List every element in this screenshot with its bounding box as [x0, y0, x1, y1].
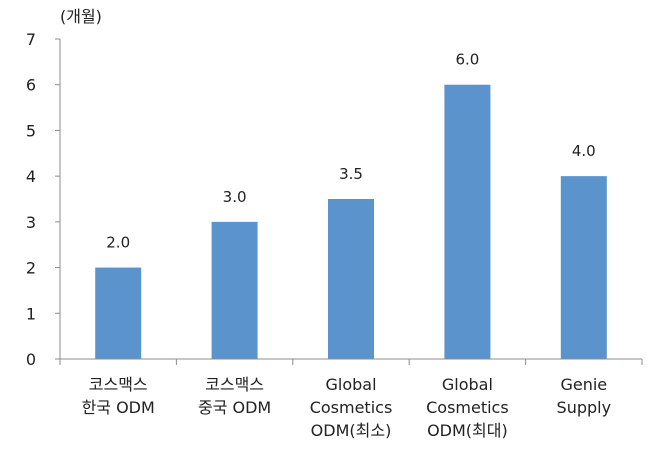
category-label: Global Cosmetics ODM(최대): [426, 375, 509, 440]
category-label: Genie Supply: [557, 375, 612, 417]
bar: [328, 199, 374, 359]
bar: [560, 176, 607, 359]
y-axis: 0 1 2 3 4 5 6 7: [26, 30, 61, 369]
data-label: 4.0: [572, 142, 596, 160]
y-tick-label: 7: [26, 30, 36, 49]
category-labels: 코스맥스 한국 ODM 코스맥스 중국 ODM Global Cosmetics ODM(최…: [82, 375, 611, 440]
y-tick-label: 1: [26, 304, 36, 323]
data-label: 3.5: [339, 165, 363, 183]
y-axis-unit-label: (개월): [60, 7, 102, 26]
category-label: 코스맥스 한국 ODM: [82, 375, 155, 417]
y-tick-label: 3: [26, 213, 36, 232]
y-tick-label: 4: [26, 167, 36, 186]
bar: [95, 267, 142, 359]
y-tick-label: 2: [26, 259, 36, 278]
data-label: 2.0: [106, 234, 130, 252]
y-tick-label: 5: [26, 121, 36, 140]
y-tick-label: 0: [26, 350, 36, 369]
data-label: 6.0: [455, 51, 479, 69]
bars: [95, 84, 607, 359]
category-label: Global Cosmetics ODM(최소): [310, 375, 393, 440]
y-tick-label: 6: [26, 76, 36, 95]
category-label: 코스맥스 중국 ODM: [198, 375, 271, 417]
data-label: 3.0: [223, 188, 247, 206]
bar: [211, 221, 258, 359]
bar: [444, 84, 491, 359]
x-axis: [59, 358, 643, 365]
data-labels: 2.0 3.0 3.5 6.0 4.0: [106, 51, 595, 252]
